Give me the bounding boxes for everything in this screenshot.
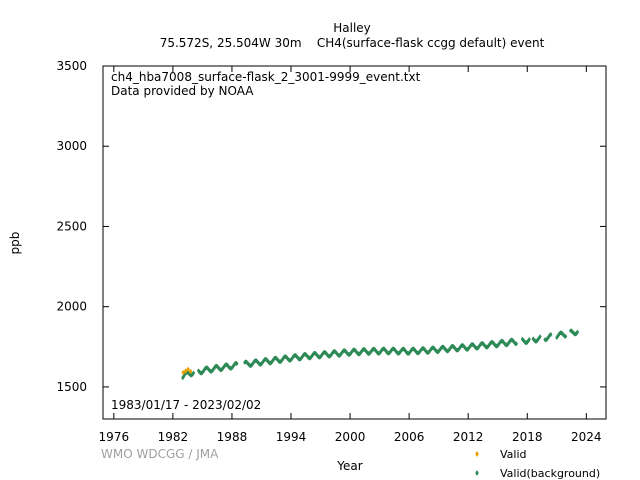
x-axis: 1976 1982 1988 1994 2000 2006 2012 2018 2024 — [99, 66, 602, 444]
x-tick-label: 1988 — [217, 430, 248, 444]
data-point-valid — [186, 366, 190, 372]
legend: Valid Valid(background) — [475, 448, 600, 480]
legend-marker-valid-background — [475, 470, 479, 476]
data-point-valid — [188, 368, 193, 375]
provider-annotation: Data provided by NOAA — [111, 84, 254, 98]
x-tick-label: 2006 — [394, 430, 425, 444]
x-tick-label: 2012 — [453, 430, 484, 444]
data-point-background — [575, 329, 580, 335]
x-tick-label: 2000 — [335, 430, 366, 444]
legend-label-valid: Valid — [500, 448, 527, 461]
x-tick-label: 1976 — [99, 430, 130, 444]
y-tick-label: 3500 — [56, 59, 87, 73]
y-tick-label: 3000 — [56, 139, 87, 153]
y-tick-label: 2000 — [56, 300, 87, 314]
data-point-background — [549, 332, 553, 337]
y-tick-label: 1500 — [56, 380, 87, 394]
x-tick-label: 2018 — [512, 430, 543, 444]
data-point-background — [235, 361, 239, 366]
data-points — [181, 328, 580, 381]
data-point-background — [514, 341, 519, 347]
legend-label-valid-background: Valid(background) — [500, 467, 600, 480]
chart-title: Halley — [333, 21, 371, 35]
y-axis: 1500 2000 2500 3000 3500 — [56, 59, 606, 394]
data-point-background — [191, 370, 196, 376]
y-tick-label: 2500 — [56, 219, 87, 233]
x-axis-label: Year — [336, 459, 362, 473]
y-axis-label: ppb — [8, 232, 22, 255]
x-tick-label: 1982 — [158, 430, 189, 444]
data-point-background — [527, 336, 531, 342]
x-tick-label: 1994 — [276, 430, 307, 444]
legend-marker-valid — [475, 451, 479, 457]
chart-subtitle: 75.572S, 25.504W 30m CH4(surface-flask c… — [160, 36, 545, 50]
date-range-annotation: 1983/01/17 - 2023/02/02 — [111, 398, 261, 412]
data-point-background — [538, 334, 542, 340]
watermark: WMO WDCGG / JMA — [101, 447, 219, 461]
data-point-background — [564, 333, 568, 339]
data-point-valid — [183, 368, 188, 374]
x-tick-label: 2024 — [571, 430, 602, 444]
filename-annotation: ch4_hba7008_surface-flask_2_3001-9999_ev… — [111, 70, 421, 84]
plot-frame — [102, 65, 607, 420]
